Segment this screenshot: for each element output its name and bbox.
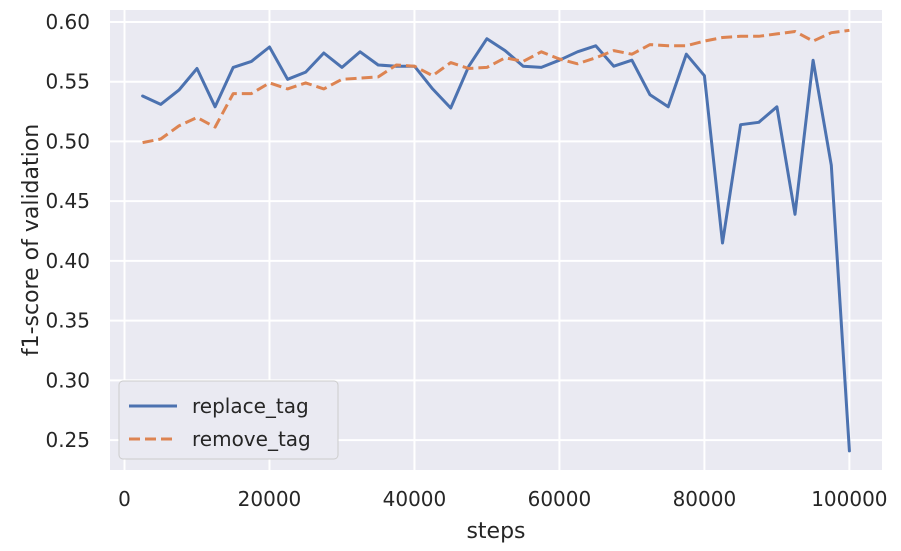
- y-axis-ticks: 0.25 0.30 0.35 0.40 0.45 0.50 0.55 0.60: [45, 10, 90, 452]
- y-tick-label: 0.30: [45, 368, 90, 392]
- legend: replace_tag remove_tag: [118, 380, 339, 460]
- legend-entry-replace-tag: replace_tag: [192, 394, 309, 418]
- x-tick-label: 80000: [673, 487, 737, 511]
- y-tick-label: 0.40: [45, 249, 90, 273]
- x-tick-label: 100000: [811, 487, 887, 511]
- y-axis-label: f1-score of validation: [19, 124, 44, 356]
- x-tick-label: 60000: [528, 487, 592, 511]
- legend-entry-remove-tag: remove_tag: [192, 427, 311, 451]
- x-tick-label: 0: [118, 487, 131, 511]
- y-tick-label: 0.35: [45, 309, 90, 333]
- series-line-remove-tag: [142, 28, 850, 145]
- series-line-replace-tag: [141, 37, 851, 453]
- y-tick-label: 0.50: [45, 129, 90, 153]
- x-axis-label: steps: [466, 519, 525, 544]
- series-lines: [141, 28, 851, 453]
- y-tick-label: 0.60: [45, 10, 90, 34]
- y-tick-label: 0.55: [45, 70, 90, 94]
- x-axis-ticks: 0 20000 40000 60000 80000 100000: [118, 487, 887, 511]
- x-tick-label: 40000: [383, 487, 447, 511]
- legend-box: [118, 380, 339, 460]
- grid-lines: [110, 10, 882, 470]
- y-tick-label: 0.45: [45, 189, 90, 213]
- x-tick-label: 20000: [238, 487, 302, 511]
- y-tick-label: 0.25: [45, 428, 90, 452]
